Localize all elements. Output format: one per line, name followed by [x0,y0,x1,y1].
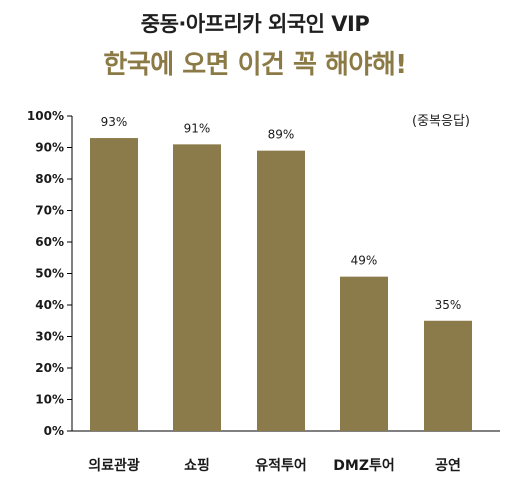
chart-subtitle: 한국에 오면 이건 꼭 해야해! [103,50,407,80]
x-category-label: 의료관광 [88,457,140,474]
x-category-label: DMZ투어 [333,457,394,474]
y-tick-label: 90% [35,141,64,155]
y-tick-label: 10% [35,393,64,407]
bar-value-label: 49% [351,254,378,268]
x-category-label: 유적투어 [255,457,307,474]
y-tick-label: 80% [35,172,64,186]
y-tick-label: 30% [35,330,64,344]
x-category-label: 공연 [435,458,461,474]
y-tick-label: 70% [35,204,64,218]
multiple-response-note: (중복응답) [412,114,470,129]
bar-value-label: 93% [101,115,128,129]
x-category-label: 쇼핑 [184,457,210,474]
y-tick-label: 100% [27,109,64,123]
y-tick-label: 40% [35,298,64,312]
y-tick-label: 60% [35,235,64,249]
bar [173,144,221,431]
bar-value-label: 91% [184,121,211,135]
y-tick-label: 50% [35,267,64,281]
bar-value-label: 35% [435,298,462,312]
bar [257,150,305,431]
bar [340,276,388,431]
y-tick-label: 0% [44,424,64,438]
y-tick-label: 20% [35,361,64,375]
bar [424,320,472,431]
bar [90,138,138,432]
chart-title: 중동·아프리카 외국인 VIP [140,12,370,36]
bar-value-label: 89% [268,128,295,142]
